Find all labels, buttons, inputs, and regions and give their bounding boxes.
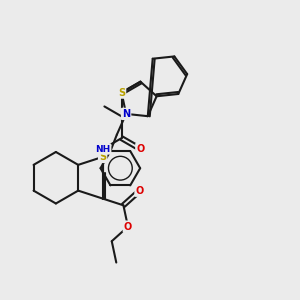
Text: O: O <box>136 186 144 196</box>
Text: N: N <box>122 109 130 119</box>
Text: O: O <box>124 222 132 232</box>
Text: S: S <box>118 88 125 98</box>
Text: O: O <box>136 144 145 154</box>
Text: S: S <box>99 152 106 162</box>
Text: NH: NH <box>95 145 110 154</box>
